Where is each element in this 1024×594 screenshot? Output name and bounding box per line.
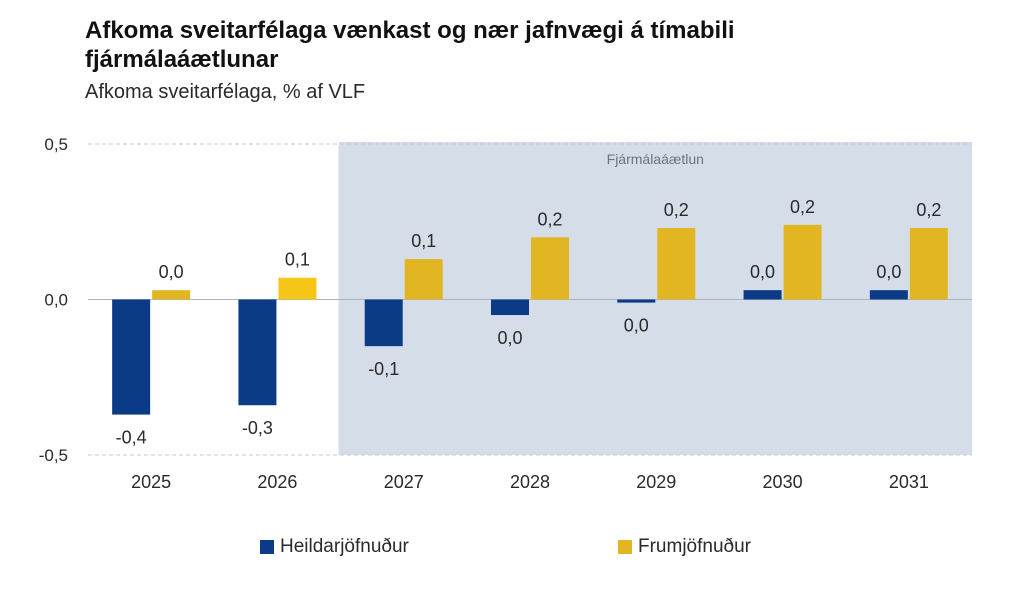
x-tick-label: 2027 <box>384 472 424 492</box>
x-tick-label: 2026 <box>257 472 297 492</box>
data-label-frumjofnudur: 0,0 <box>159 262 184 282</box>
bar-heildarjofnudur-2030 <box>743 290 782 300</box>
bar-heildarjofnudur-2027 <box>364 299 403 347</box>
data-label-frumjofnudur: 0,1 <box>411 231 436 251</box>
bar-frumjofnudur-2027 <box>404 259 443 300</box>
bar-frumjofnudur-2028 <box>531 237 569 300</box>
bar-frumjofnudur-2025 <box>152 290 191 300</box>
bar-frumjofnudur-2026 <box>278 277 317 300</box>
data-label-frumjofnudur: 0,2 <box>537 209 562 229</box>
legend-label-frumjofnudur: Frumjöfnuður <box>638 536 751 557</box>
data-label-heildarjofnudur: -0,4 <box>116 428 147 448</box>
legend-item-frumjofnudur: Frumjöfnuður <box>618 536 751 558</box>
x-tick-label: 2028 <box>510 472 550 492</box>
legend-item-heildarjofnudur: Heildarjöfnuður <box>260 536 409 558</box>
data-label-heildarjofnudur: 0,0 <box>497 328 522 348</box>
bar-heildarjofnudur-2029 <box>617 299 656 303</box>
bar-frumjofnudur-2029 <box>657 227 696 300</box>
legend-swatch-heildarjofnudur <box>260 540 274 554</box>
forecast-region-label: Fjármálaáætlun <box>607 151 704 167</box>
data-label-heildarjofnudur: 0,0 <box>624 316 649 336</box>
y-tick-label: 0,5 <box>44 135 68 154</box>
x-tick-label: 2025 <box>131 472 171 492</box>
bar-heildarjofnudur-2028 <box>491 299 529 316</box>
bar-heildarjofnudur-2031 <box>869 290 908 300</box>
chart-title: Afkoma sveitarfélaga vænkast og nær jafn… <box>85 17 735 73</box>
bar-heildarjofnudur-2025 <box>112 299 151 415</box>
legend: Heildarjöfnuður Frumjöfnuður <box>0 536 1024 562</box>
data-label-frumjofnudur: 0,2 <box>916 200 941 220</box>
legend-swatch-frumjofnudur <box>618 540 632 554</box>
y-tick-label: 0,0 <box>44 291 68 310</box>
bar-frumjofnudur-2031 <box>909 227 948 300</box>
data-label-frumjofnudur: 0,1 <box>285 250 310 270</box>
forecast-shaded-region <box>338 142 973 455</box>
x-tick-label: 2029 <box>636 472 676 492</box>
bar-frumjofnudur-2030 <box>783 224 822 300</box>
y-tick-label: -0,5 <box>39 446 68 465</box>
data-label-heildarjofnudur: 0,0 <box>750 262 775 282</box>
x-tick-label: 2031 <box>889 472 929 492</box>
data-label-heildarjofnudur: 0,0 <box>876 262 901 282</box>
data-label-heildarjofnudur: -0,3 <box>242 418 273 438</box>
x-tick-label: 2030 <box>763 472 803 492</box>
data-label-heildarjofnudur: -0,1 <box>368 359 399 379</box>
data-label-frumjofnudur: 0,2 <box>790 197 815 217</box>
bar-heildarjofnudur-2026 <box>238 299 277 406</box>
data-label-frumjofnudur: 0,2 <box>664 200 689 220</box>
legend-label-heildarjofnudur: Heildarjöfnuður <box>280 536 409 557</box>
chart-subtitle: Afkoma sveitarfélaga, % af VLF <box>85 81 366 103</box>
